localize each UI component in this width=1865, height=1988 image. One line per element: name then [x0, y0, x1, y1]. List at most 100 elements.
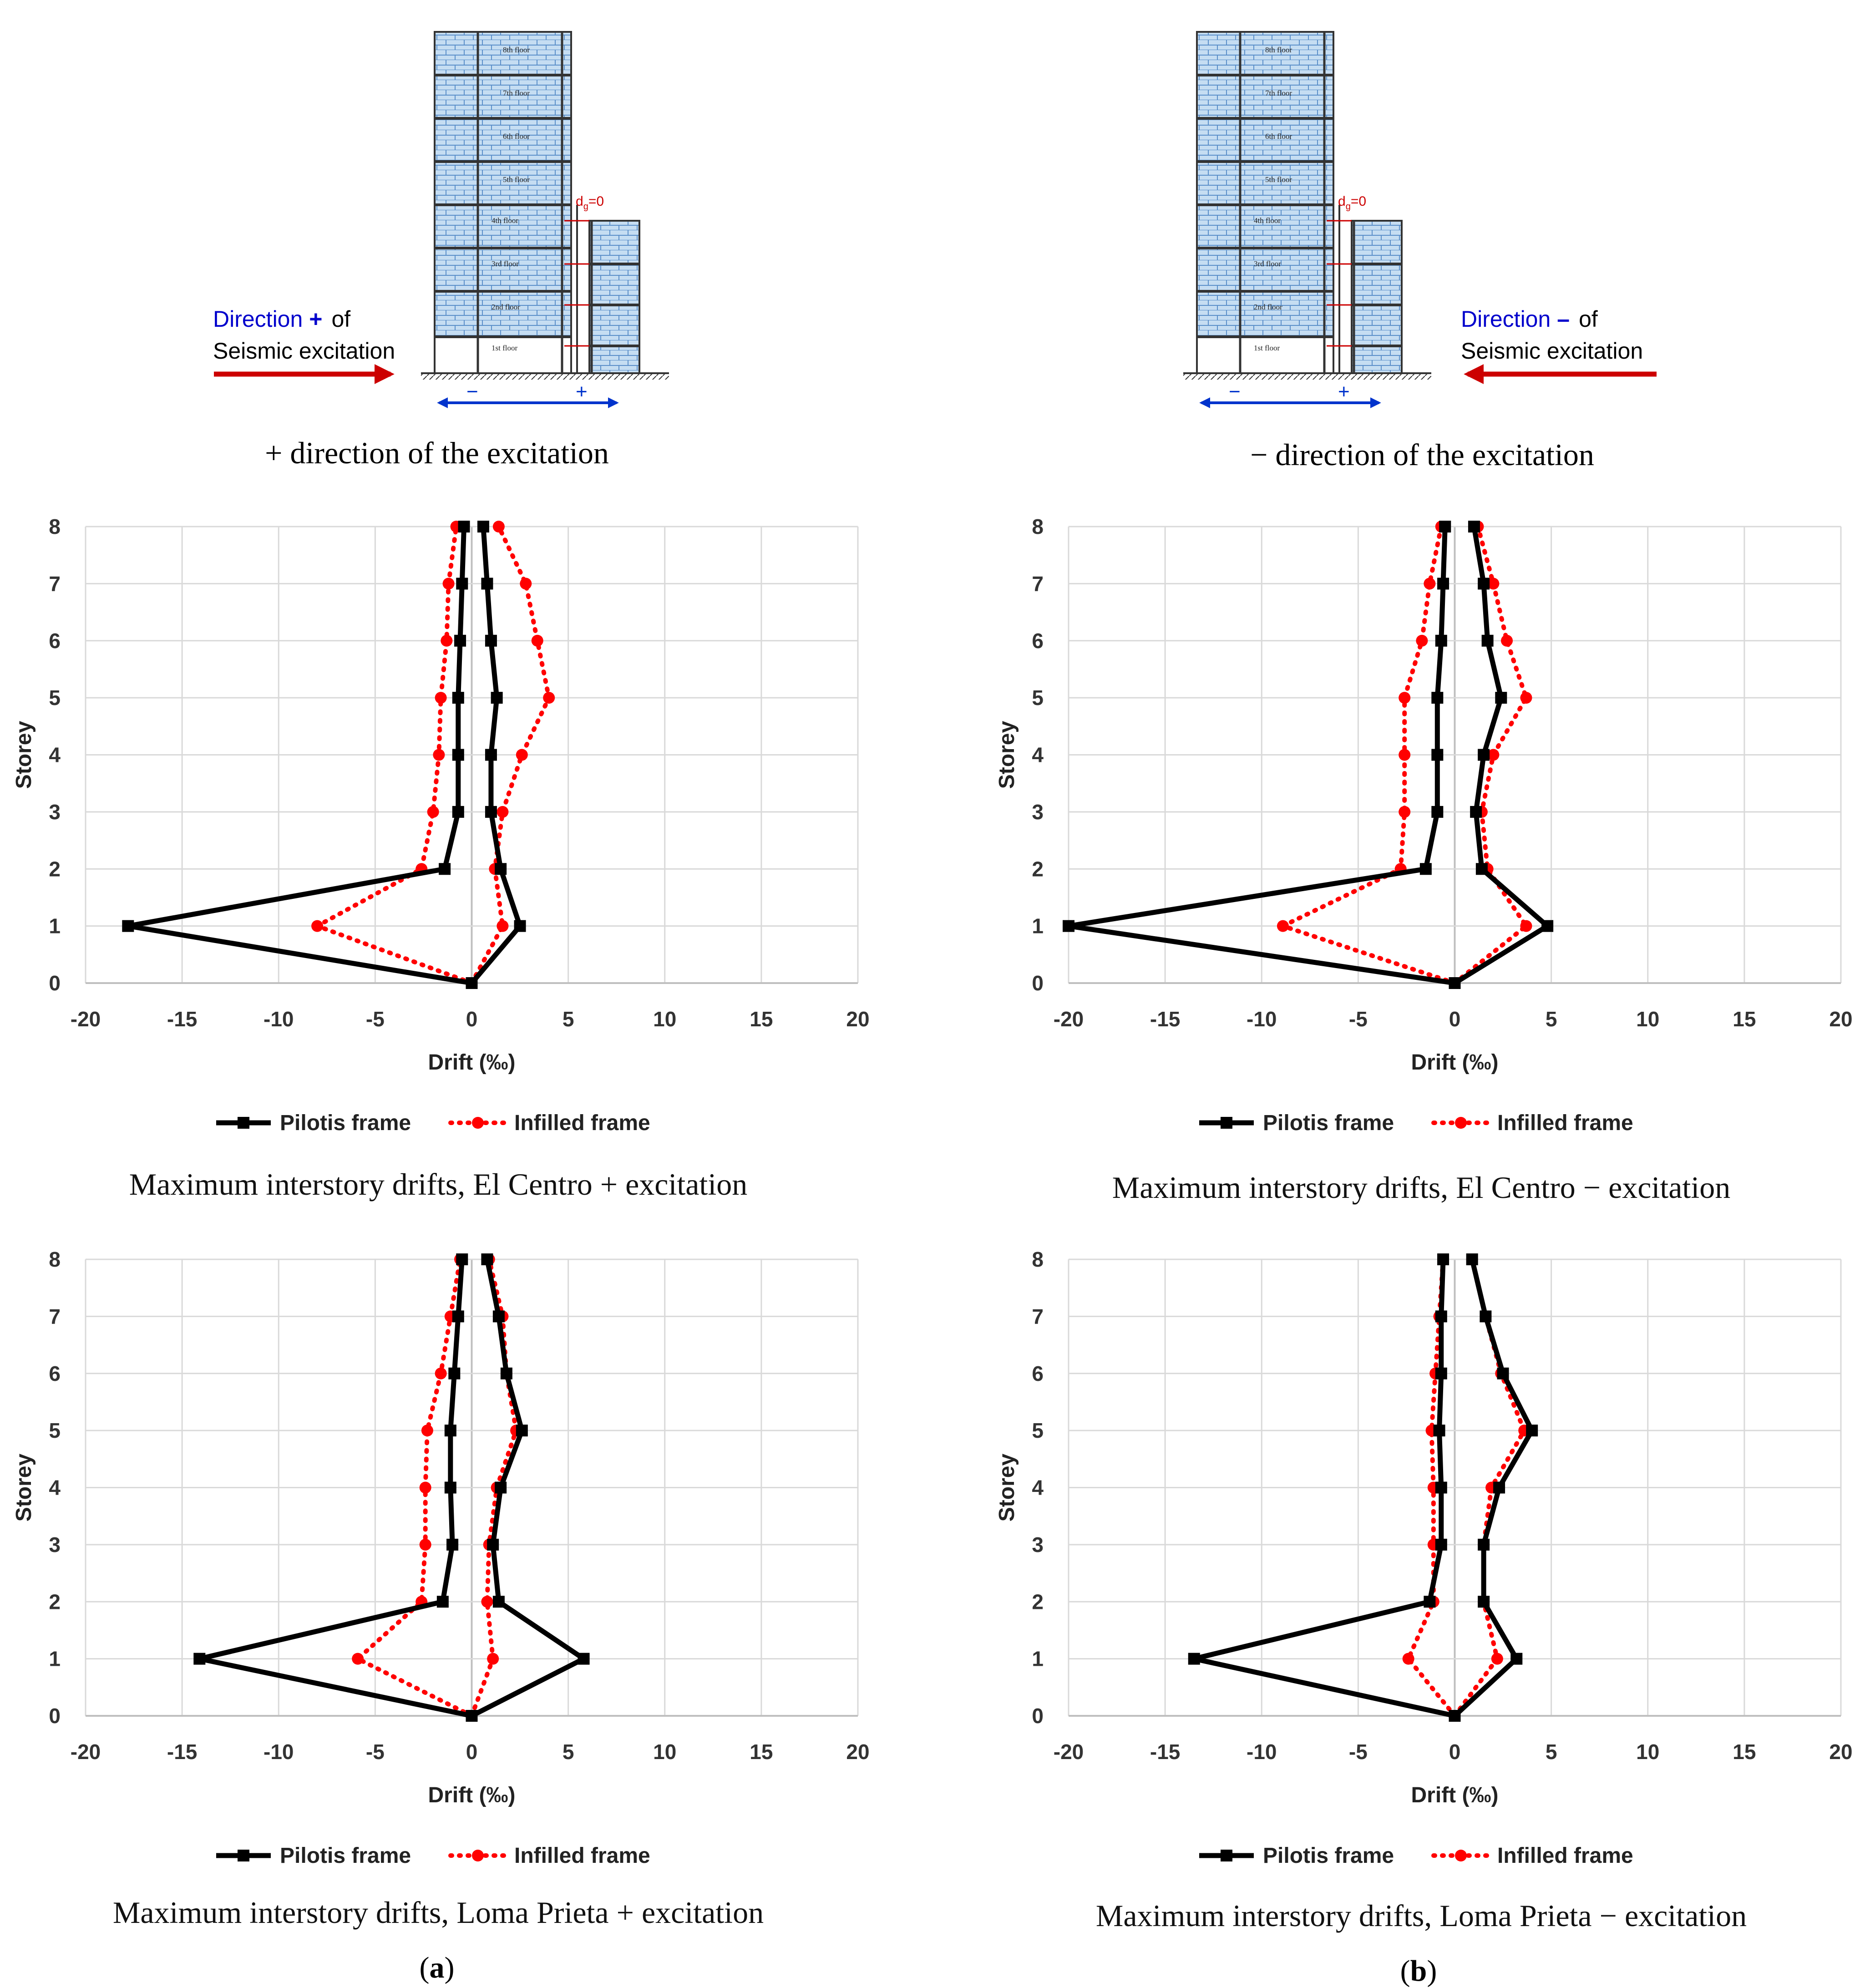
infilled-point [419, 1538, 431, 1551]
direction-label: Direction – of [1461, 306, 1598, 332]
y-tick-label: 0 [1032, 971, 1044, 995]
y-tick-label: 5 [1032, 1419, 1044, 1442]
x-axis-label: Drift (‰) [1411, 1050, 1499, 1075]
infilled-point [435, 692, 447, 704]
x-tick-label: 20 [1829, 1740, 1852, 1764]
y-tick-label: 6 [49, 629, 61, 653]
x-tick-label: 0 [466, 1740, 478, 1764]
pilotis-point [1468, 521, 1480, 532]
short-building [576, 205, 640, 374]
infilled-point [441, 634, 453, 647]
infilled-point [311, 920, 324, 932]
pilotis-point [1437, 1253, 1449, 1265]
chart-el-centro-plus: -20 -15 -10 -5 0 5 10 15 20 0 1 2 3 4 5 6 7 8 Drift (‰) Sto… [12, 515, 870, 1202]
pilotis-point [1433, 1425, 1445, 1437]
y-tick-label: 3 [1032, 800, 1044, 824]
x-tick-label: -10 [264, 1740, 294, 1764]
pilotis-point [452, 806, 464, 818]
gap-arrows [564, 220, 589, 347]
legend-infilled-label: Infilled frame [514, 1844, 650, 1868]
x-tick-label: 5 [563, 1740, 574, 1764]
x-tick-label: -15 [1150, 1740, 1180, 1764]
infilled-point [1424, 578, 1436, 590]
y-tick-label: 3 [1032, 1533, 1044, 1557]
infilled-point [1399, 749, 1411, 761]
y-tick-label: 8 [49, 1248, 61, 1271]
pilotis-point [1470, 806, 1482, 818]
pilotis-point [1435, 1367, 1447, 1379]
pilotis-point [1495, 692, 1507, 704]
pilotis-point [1439, 521, 1451, 532]
pilotis-point [446, 1538, 459, 1551]
infilled-point [1520, 920, 1532, 932]
ground-hatch [421, 373, 669, 380]
pilotis-point [1188, 1653, 1200, 1665]
x-tick-label: 0 [1449, 1007, 1461, 1031]
floor-label: 7th floor [503, 89, 530, 97]
y-tick-label: 6 [49, 1362, 61, 1385]
x-tick-label: -20 [71, 1007, 101, 1031]
infilled-point [435, 1367, 447, 1379]
y-tick-label: 6 [1032, 1362, 1044, 1385]
pilotis-point [1480, 1310, 1492, 1323]
dg-label: dg=0 [576, 194, 604, 212]
minus-sign: − [466, 380, 478, 403]
infilled-point [427, 806, 439, 818]
pilotis-point [481, 1253, 493, 1265]
pilotis-point [1449, 1710, 1461, 1722]
pilotis-point [514, 920, 526, 932]
y-tick-label: 3 [49, 800, 61, 824]
pilotis-point [1478, 1538, 1490, 1551]
infilled-point [1487, 578, 1500, 590]
pilotis-point [448, 1367, 461, 1379]
pilotis-point [1431, 749, 1444, 761]
floor-label: 4th floor [492, 216, 518, 225]
infilled-point [497, 806, 509, 818]
svg-text:dg=0: dg=0 [1338, 194, 1366, 212]
x-tick-label: 5 [1546, 1007, 1557, 1031]
floor-label: 2nd floor [1254, 303, 1282, 311]
floor-label: 1st floor [1254, 344, 1280, 352]
infilled-point [543, 692, 555, 704]
floor-label: 4th floor [1254, 216, 1281, 225]
panel-label-b: (b) [1400, 1954, 1437, 1988]
pilotis-point [1475, 863, 1488, 875]
infilled-point [1399, 692, 1411, 704]
x-tick-label: -10 [1247, 1740, 1277, 1764]
legend-infilled-marker [1455, 1117, 1467, 1129]
svg-text:dg=0: dg=0 [576, 194, 604, 212]
infilled-point [487, 1653, 499, 1665]
top-caption-left: + direction of the excitation [265, 436, 609, 470]
pilotis-point [485, 749, 497, 761]
pilotis-point [1435, 634, 1447, 647]
infilled-point [1402, 1653, 1414, 1665]
pilotis-point [485, 806, 497, 818]
y-tick-label: 2 [49, 1590, 61, 1613]
y-tick-label: 7 [49, 572, 61, 595]
floor-label: 1st floor [492, 344, 517, 352]
infilled-point [1416, 634, 1428, 647]
infilled-point [481, 1596, 493, 1608]
y-tick-label: 7 [1032, 572, 1044, 595]
pilotis-point [193, 1653, 206, 1665]
infilled-point [1491, 1653, 1503, 1665]
infilled-point [531, 634, 543, 647]
x-tick-label: -5 [366, 1740, 385, 1764]
pilotis-point [1424, 1596, 1436, 1608]
pilotis-point [1493, 1481, 1505, 1494]
floor-label: 8th floor [1265, 46, 1292, 54]
x-axis-label: Drift (‰) [428, 1783, 516, 1807]
x-tick-label: -5 [366, 1007, 385, 1031]
x-tick-label: 20 [846, 1007, 869, 1031]
building-drawing-left: 8th floor 7th floor 6th floor 5th floor … [213, 31, 669, 470]
y-tick-label: 4 [1032, 1476, 1044, 1500]
infilled-point [520, 578, 532, 590]
floor-label: 3rd floor [492, 259, 519, 268]
x-tick-label: -15 [1150, 1007, 1180, 1031]
y-tick-label: 5 [49, 686, 61, 710]
pilotis-point [458, 521, 470, 532]
x-tick-label: 15 [1733, 1740, 1756, 1764]
x-tick-label: 5 [563, 1007, 574, 1031]
x-tick-label: 15 [1733, 1007, 1756, 1031]
pilotis-point [495, 863, 507, 875]
